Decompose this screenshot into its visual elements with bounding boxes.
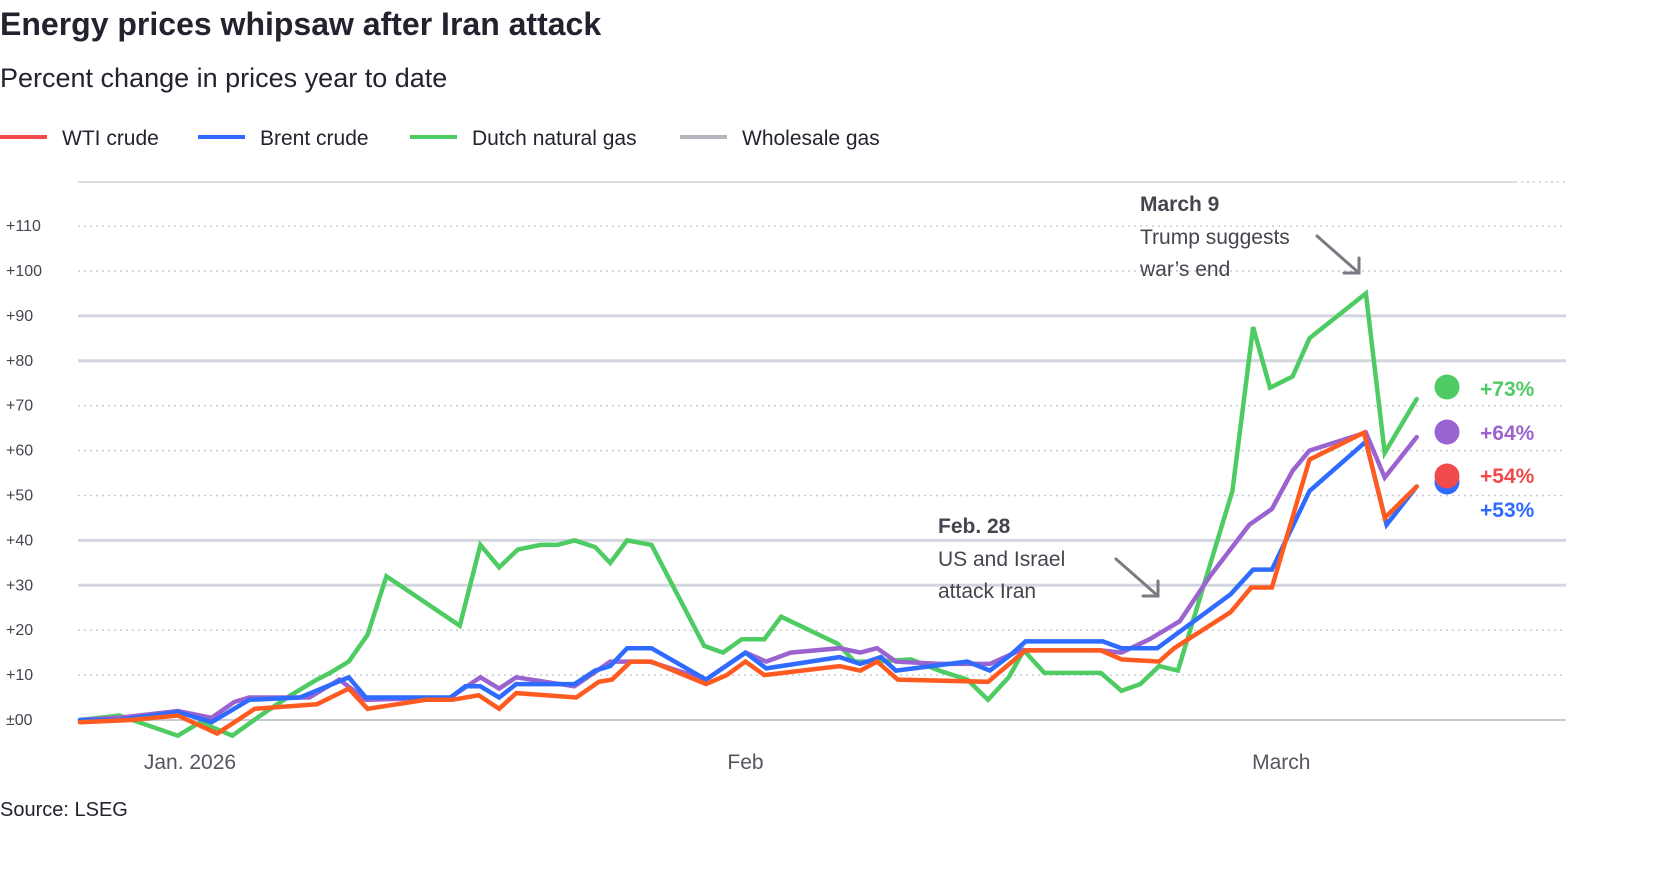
x-tick-label: Feb bbox=[727, 751, 763, 774]
chart-title: Energy prices whipsaw after Iran attack bbox=[0, 6, 601, 42]
x-tick-label: Jan. 2026 bbox=[144, 751, 236, 774]
y-tick-label: +20 bbox=[6, 622, 33, 639]
y-tick-label: +80 bbox=[6, 353, 33, 370]
annotation-title: March 9 bbox=[1140, 193, 1219, 216]
end-value-label: +54% bbox=[1480, 465, 1535, 488]
series-line-brent-crude bbox=[77, 437, 1419, 725]
series-lines bbox=[77, 289, 1419, 739]
y-tick-label: +90 bbox=[6, 308, 33, 325]
y-tick-label: +60 bbox=[6, 443, 33, 460]
annotation-text: attack Iran bbox=[938, 580, 1036, 603]
end-value-label: +53% bbox=[1480, 499, 1535, 522]
arrow-icon bbox=[1114, 557, 1160, 598]
y-tick-label: +100 bbox=[6, 263, 42, 280]
series-line-wti-crude bbox=[77, 429, 1419, 737]
y-tick-label: +70 bbox=[6, 398, 33, 415]
annotation-text: war’s end bbox=[1139, 258, 1230, 281]
y-tick-label: +50 bbox=[6, 488, 33, 505]
annotation-title: Feb. 28 bbox=[938, 515, 1011, 538]
y-tick-label: +30 bbox=[6, 577, 33, 594]
annotation-text: US and Israel bbox=[938, 548, 1065, 571]
legend-label: Dutch natural gas bbox=[472, 127, 637, 150]
chart-subtitle: Percent change in prices year to date bbox=[0, 63, 447, 93]
y-tick-label: ±00 bbox=[6, 712, 33, 729]
arrow-icon bbox=[1315, 234, 1361, 275]
x-axis: Jan. 2026 Feb March bbox=[144, 751, 1311, 774]
y-tick-label: +10 bbox=[6, 667, 33, 684]
end-labels: +53% +54% +64% +73% bbox=[1434, 374, 1535, 522]
end-value-label: +73% bbox=[1480, 378, 1535, 401]
legend-label: Wholesale gas bbox=[742, 127, 880, 150]
annotation-text: Trump suggests bbox=[1140, 226, 1290, 249]
y-tick-label: +40 bbox=[6, 532, 33, 549]
end-value-label: +64% bbox=[1480, 422, 1535, 445]
grid bbox=[78, 181, 1566, 721]
y-axis: ±00 +10 +20 +30 +40 +50 +60 +70 +80 +90 +100 +110 bbox=[6, 218, 42, 729]
annotation-feb-28: Feb. 28 US and Israel attack Iran bbox=[938, 515, 1160, 603]
legend-label: WTI crude bbox=[62, 127, 159, 150]
end-marker-wholesale-gas bbox=[1434, 419, 1460, 445]
end-marker-wti-crude bbox=[1434, 463, 1460, 489]
series-line-wholesale-gas bbox=[77, 429, 1419, 723]
y-tick-label: +110 bbox=[6, 218, 41, 235]
source-note: Source: LSEG bbox=[0, 799, 128, 821]
legend-label: Brent crude bbox=[260, 127, 369, 150]
legend: WTI crude Brent crude Dutch natural gas Who… bbox=[0, 127, 880, 150]
annotation-march-9: March 9 Trump suggests war’s end bbox=[1139, 193, 1361, 281]
end-marker-dutch-natural-gas bbox=[1434, 374, 1460, 400]
series-line-dutch-natural-gas bbox=[77, 289, 1419, 739]
x-tick-label: March bbox=[1252, 751, 1310, 774]
